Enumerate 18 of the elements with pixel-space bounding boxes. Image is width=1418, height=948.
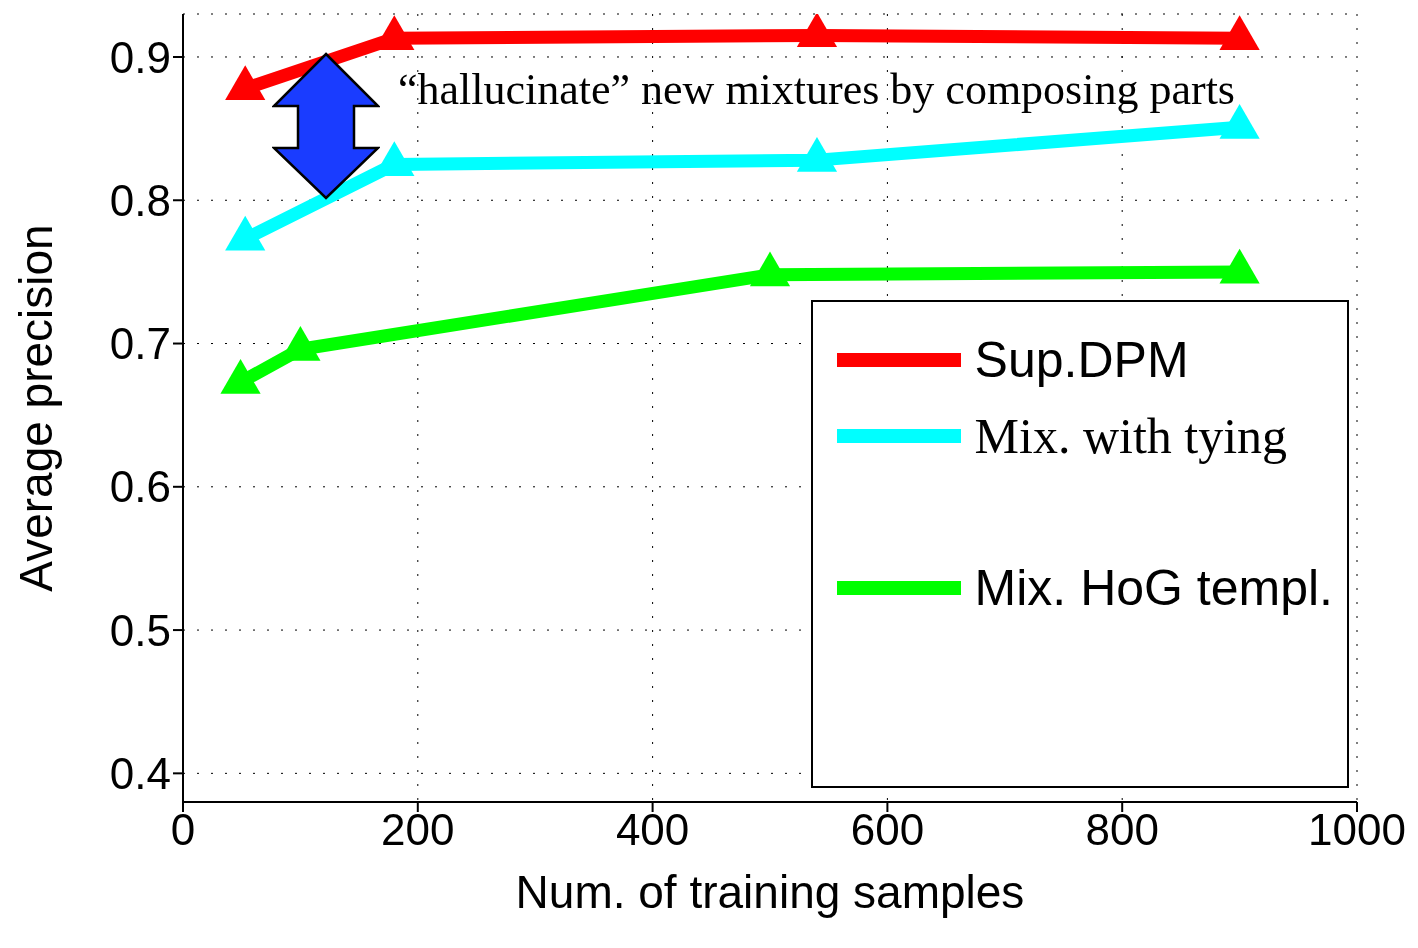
annotation: “hallucinate” new mixtures by composing parts <box>398 64 1235 115</box>
x-tick-label: 200 <box>381 805 455 855</box>
y-tick-label: 0.9 <box>109 32 171 82</box>
y-tick-label: 0.6 <box>109 462 171 512</box>
y-tick-label: 0.5 <box>109 605 171 655</box>
y-tick-label: 0.7 <box>109 319 171 369</box>
y-tick-label: 0.8 <box>109 175 171 225</box>
x-tick-label: 600 <box>850 805 925 855</box>
x-tick-label: 400 <box>615 805 690 855</box>
x-tick-label: 0 <box>170 805 196 855</box>
x-tick-label: 800 <box>1085 805 1159 855</box>
legend-label: Mix. with tying <box>974 407 1288 465</box>
legend-label: Mix. HoG templ. <box>974 559 1333 617</box>
x-axis-title: Num. of training samples <box>515 866 1025 918</box>
x-tick-label: 1000 <box>1308 805 1406 855</box>
y-tick-label: 0.4 <box>109 748 171 798</box>
legend-label: Sup.DPM <box>974 331 1189 389</box>
y-axis-title: Average precision <box>10 224 63 592</box>
